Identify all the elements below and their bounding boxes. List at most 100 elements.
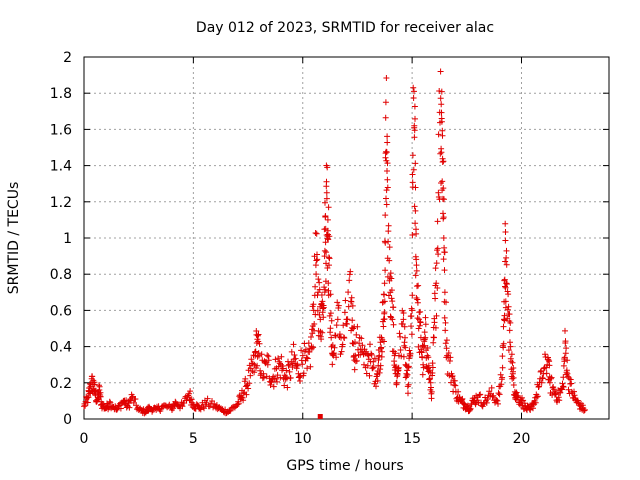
data-point [490, 392, 497, 399]
data-point [286, 368, 293, 375]
data-point [235, 400, 242, 407]
x-tick-label: 0 [80, 431, 89, 447]
data-point [308, 334, 314, 340]
data-point [447, 354, 454, 361]
grid-lines [84, 57, 609, 419]
data-point [413, 262, 420, 269]
square-marker [317, 414, 323, 419]
data-point [494, 397, 501, 404]
data-point [510, 374, 517, 381]
data-point [411, 203, 418, 210]
data-point [384, 133, 391, 140]
data-point [240, 397, 247, 404]
data-point [400, 310, 407, 316]
data-point [320, 304, 327, 311]
data-point [422, 321, 429, 328]
data-point [347, 268, 354, 275]
data-point [493, 397, 500, 404]
data-point [322, 213, 329, 219]
data-point [432, 295, 439, 302]
data-point [284, 384, 291, 391]
data-point [504, 306, 511, 313]
data-point [503, 280, 510, 287]
data-point [264, 361, 271, 368]
data-point [336, 331, 343, 338]
data-point [563, 345, 570, 352]
data-point [329, 361, 336, 368]
data-point [368, 350, 375, 357]
data-point [107, 399, 114, 406]
data-point [326, 262, 332, 269]
data-point [342, 297, 349, 304]
data-point [557, 389, 564, 396]
data-point [415, 282, 422, 289]
data-point [366, 372, 373, 379]
data-point [499, 353, 506, 360]
data-point [384, 184, 391, 191]
data-point [405, 390, 411, 397]
data-point [431, 290, 438, 297]
data-point [445, 350, 452, 356]
data-point [384, 160, 391, 167]
data-point [322, 199, 328, 206]
data-point [431, 334, 437, 341]
data-point [374, 377, 381, 384]
data-point [264, 352, 271, 359]
data-point [401, 323, 408, 330]
data-point [243, 391, 250, 398]
data-point [408, 331, 415, 338]
data-point [509, 375, 516, 382]
data-point [316, 279, 323, 286]
data-point [385, 228, 392, 235]
data-point [248, 356, 255, 363]
data-point [370, 364, 377, 371]
data-point [187, 388, 194, 395]
data-point [410, 84, 417, 91]
data-point [378, 353, 385, 360]
data-point [322, 239, 329, 246]
data-point [421, 342, 428, 349]
data-point [384, 139, 391, 146]
data-point [381, 298, 388, 305]
data-point [389, 316, 396, 323]
data-point [306, 349, 313, 355]
data-point [545, 354, 551, 361]
data-point [480, 401, 487, 408]
data-point [327, 325, 334, 332]
data-point [395, 364, 402, 371]
data-point [553, 390, 559, 397]
data-point [417, 319, 424, 326]
data-point [203, 399, 210, 406]
data-point [321, 284, 328, 291]
x-tick-label: 10 [294, 431, 312, 447]
data-point [319, 298, 326, 305]
data-point [316, 311, 323, 318]
data-point [449, 373, 455, 380]
data-point [323, 249, 330, 256]
data-point [440, 256, 447, 263]
data-point [373, 383, 379, 390]
data-point [499, 364, 506, 371]
data-point [364, 362, 371, 369]
data-point [496, 391, 503, 398]
data-point [438, 118, 445, 125]
data-point [467, 405, 474, 412]
data-point [543, 364, 550, 371]
data-point [409, 152, 416, 159]
data-point [314, 307, 321, 314]
data-point [565, 386, 572, 393]
data-point [412, 160, 419, 167]
data-point [542, 351, 548, 358]
data-point [388, 275, 395, 282]
data-point [313, 257, 320, 264]
data-point [509, 359, 516, 366]
data-point [434, 285, 441, 291]
data-point [314, 256, 321, 263]
data-point [435, 251, 442, 258]
data-point [526, 406, 533, 413]
data-point [546, 362, 553, 369]
data-point [311, 321, 318, 327]
data-point [204, 395, 211, 402]
data-point [421, 329, 428, 336]
data-point [442, 327, 449, 334]
